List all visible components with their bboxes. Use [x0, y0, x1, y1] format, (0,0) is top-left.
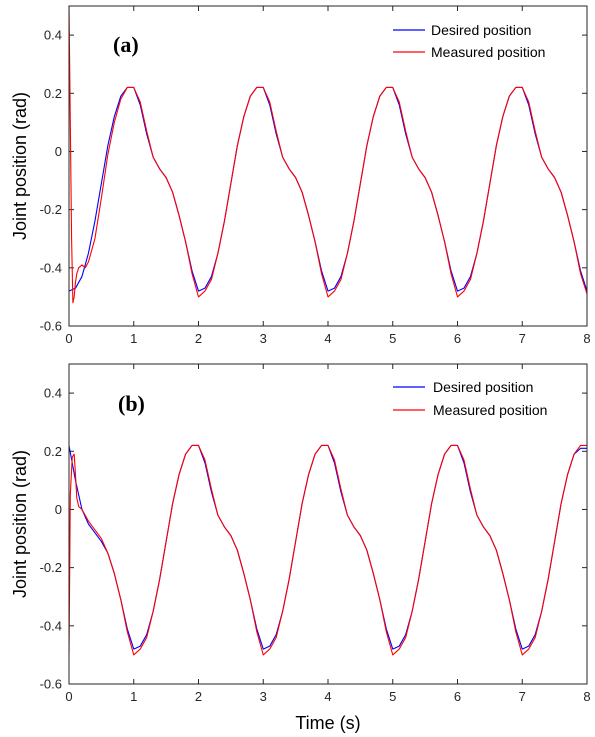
x-tick-label-a: 1	[130, 331, 137, 346]
y-tick-label-b: -0.2	[40, 560, 62, 575]
x-tick-label-b: 1	[130, 689, 137, 704]
legend-b-desired-label: Desired position	[433, 379, 533, 395]
y-tick-label-b: -0.4	[40, 618, 62, 633]
y-tick-label-a: 0.2	[44, 86, 62, 101]
x-tick-label-a: 6	[454, 331, 461, 346]
x-tick-label-a: 5	[389, 331, 396, 346]
y-tick-label-a: -0.6	[40, 319, 62, 334]
x-tick-label-a: 2	[195, 331, 202, 346]
y-tick-label-a: -0.4	[40, 260, 62, 275]
y-tick-label-b: 0	[55, 502, 62, 517]
x-tick-label-b: 7	[519, 689, 526, 704]
panel-label-a: (a)	[113, 32, 139, 57]
plot-area-b	[69, 364, 587, 684]
legend-a: Desired position Measured position	[393, 22, 545, 60]
x-tick-label-a: 0	[65, 331, 72, 346]
panel-label-b: (b)	[118, 391, 145, 416]
y-tick-label-a: -0.2	[40, 202, 62, 217]
x-tick-label-b: 0	[65, 689, 72, 704]
x-tick-label-b: 4	[324, 689, 331, 704]
axes-frame-a	[68, 5, 588, 327]
x-tick-label-a: 3	[260, 331, 267, 346]
y-tick-label-a: 0.4	[44, 28, 62, 43]
panel-b: 0 1 2 3 4 5 6 7 8 -0.6 -0.4 -0.2 0 0.2 0.4 (b) Desired…	[10, 363, 591, 704]
y-tick-label-b: 0.4	[44, 386, 62, 401]
measured-position-line-b	[68, 444, 587, 656]
x-tick-label-b: 8	[583, 689, 590, 704]
y-tick-label-b: -0.6	[40, 677, 62, 692]
y-axis-label-b: Joint position (rad)	[10, 450, 30, 598]
panel-a: 0 1 2 3 4 5 6 7 8 -0.6 -0.4 -0.2 0 0.2 0.4 (a) Desired…	[10, 5, 591, 346]
x-tick-label-b: 6	[454, 689, 461, 704]
x-tick-label-b: 2	[195, 689, 202, 704]
series-layer-b	[68, 444, 587, 656]
x-tick-label-a: 4	[324, 331, 331, 346]
y-tick-label-a: 0	[55, 144, 62, 159]
y-tick-label-b: 0.2	[44, 444, 62, 459]
measured-position-line-a	[68, 5, 588, 304]
x-axis-label: Time (s)	[295, 713, 360, 733]
series-layer-a	[68, 5, 588, 304]
legend-b: Desired position Measured position	[393, 379, 547, 418]
plot-area-a	[69, 6, 587, 326]
x-tick-label-a: 8	[583, 331, 590, 346]
ticks-a: 0 1 2 3 4 5 6 7 8 -0.6 -0.4 -0.2 0 0.2 0.4	[40, 6, 591, 346]
x-tick-label-a: 7	[519, 331, 526, 346]
y-axis-label-a: Joint position (rad)	[10, 92, 30, 240]
ticks-b: 0 1 2 3 4 5 6 7 8 -0.6 -0.4 -0.2 0 0.2 0.4	[40, 364, 591, 704]
x-tick-label-b: 5	[389, 689, 396, 704]
axes-frame-b	[68, 363, 588, 685]
legend-b-measured-label: Measured position	[433, 402, 547, 418]
legend-a-desired-label: Desired position	[431, 22, 531, 38]
x-tick-label-b: 3	[260, 689, 267, 704]
legend-a-measured-label: Measured position	[431, 44, 545, 60]
